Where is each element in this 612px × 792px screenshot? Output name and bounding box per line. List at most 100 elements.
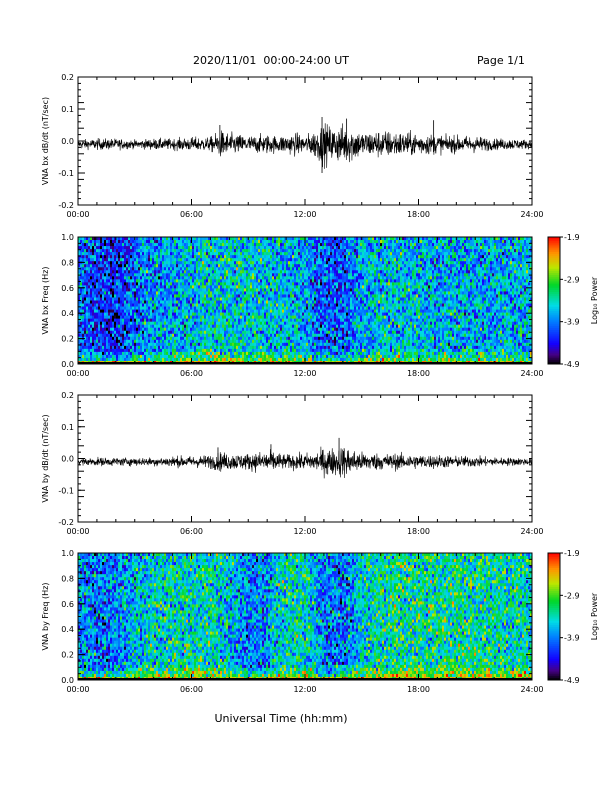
spectrogram-cell <box>272 345 275 350</box>
spectrogram-cell <box>294 324 297 329</box>
spectrogram-cell <box>240 342 243 347</box>
spectrogram-cell <box>200 273 203 277</box>
spectrogram-cell <box>186 288 189 292</box>
spectrogram-cell <box>166 321 169 325</box>
spectrogram-cell <box>108 285 111 289</box>
spectrogram-cell <box>140 264 143 268</box>
spectrogram-cell <box>254 330 257 335</box>
spectrogram-cell <box>164 279 167 283</box>
spectrogram-cell <box>220 303 223 307</box>
spectrogram-cell <box>208 333 211 338</box>
spectrogram-cell <box>78 312 81 316</box>
spectrogram-cell <box>98 255 101 259</box>
spectrogram-cell <box>128 315 131 319</box>
spectrogram-cell <box>278 345 281 350</box>
spectrogram-cell <box>222 246 225 250</box>
spectrogram-cell <box>164 318 167 322</box>
spectrogram-cell <box>164 288 167 292</box>
spectrogram-cell <box>278 324 281 329</box>
spectrogram-cell <box>274 333 277 338</box>
spectrogram-cell <box>158 249 161 253</box>
spectrogram-cell <box>214 315 217 319</box>
spectrogram-cell <box>80 348 83 353</box>
spectrogram-cell <box>242 306 245 310</box>
spectrogram-cell <box>184 240 187 244</box>
spectrogram-cell <box>100 348 103 353</box>
spectrogram-cell <box>208 297 211 301</box>
spectrogram-cell <box>92 303 95 307</box>
spectrogram-cell <box>112 345 115 350</box>
spectrogram-cell <box>164 333 167 338</box>
spectrogram-cell <box>154 318 157 322</box>
spectrogram-cell <box>306 327 309 332</box>
spectrogram-cell <box>252 342 255 347</box>
spectrogram-cell <box>234 273 237 277</box>
spectrogram-cell <box>296 306 299 310</box>
spectrogram-cell <box>194 336 197 341</box>
spectrogram-cell <box>128 333 131 338</box>
spectrogram-cell <box>78 252 81 256</box>
spectrogram-cell <box>130 309 133 313</box>
spectrogram-cell <box>100 282 103 286</box>
spectrogram-cell <box>124 291 127 295</box>
spectrogram-cell <box>188 309 191 313</box>
spectrogram-cell <box>182 246 185 250</box>
spectrogram-cell <box>272 246 275 250</box>
spectrogram-cell <box>116 258 119 262</box>
spectrogram-cell <box>82 321 85 325</box>
spectrogram-cell <box>84 348 87 353</box>
spectrogram-cell <box>204 327 207 332</box>
spectrogram-cell <box>182 297 185 301</box>
spectrogram-cell <box>242 237 245 241</box>
spectrogram-cell <box>238 297 241 301</box>
spectrogram-cell <box>114 318 117 322</box>
spectrogram-cell <box>124 246 127 250</box>
spectrogram-cell <box>236 252 239 256</box>
spectrogram-cell <box>138 288 141 292</box>
spectrogram-cell <box>108 330 111 335</box>
spectrogram-cell <box>260 357 263 362</box>
spectrogram-cell <box>200 270 203 274</box>
spectrogram-cell <box>300 261 303 265</box>
spectrogram-cell <box>224 294 227 298</box>
spectrogram-cell <box>80 333 83 338</box>
spectrogram-cell <box>186 282 189 286</box>
spectrogram-cell <box>116 279 119 283</box>
spectrogram-cell <box>234 249 237 253</box>
spectrogram-cell <box>306 297 309 301</box>
spectrogram-cell <box>118 303 121 307</box>
spectrogram-cell <box>86 267 89 271</box>
spectrogram-cell <box>176 243 179 247</box>
spectrogram-cell <box>194 324 197 329</box>
spectrogram-cell <box>248 261 251 265</box>
spectrogram-cell <box>190 270 193 274</box>
spectrogram-cell <box>136 252 139 256</box>
spectrogram-cell <box>250 294 253 298</box>
spectrogram-cell <box>156 255 159 259</box>
spectrogram-cell <box>162 303 165 307</box>
spectrogram-cell <box>132 249 135 253</box>
spectrogram-cell <box>284 339 287 344</box>
spectrogram-cell <box>308 354 311 359</box>
spectrogram-cell <box>100 312 103 316</box>
spectrogram-cell <box>214 324 217 329</box>
spectrogram-cell <box>278 339 281 344</box>
spectrogram-cell <box>280 273 283 277</box>
spectrogram-cell <box>190 267 193 271</box>
spectrogram-cell <box>282 318 285 322</box>
spectrogram-cell <box>138 273 141 277</box>
spectrogram-cell <box>248 315 251 319</box>
spectrogram-cell <box>220 312 223 316</box>
spectrogram-cell <box>260 309 263 313</box>
spectrogram-cell <box>194 330 197 335</box>
spectrogram-cell <box>168 273 171 277</box>
spectrogram-cell <box>116 267 119 271</box>
spectrogram-cell <box>78 351 81 356</box>
spectrogram-cell <box>282 357 285 362</box>
spectrogram-cell <box>114 246 117 250</box>
spectrogram-cell <box>116 285 119 289</box>
spectrogram-cell <box>186 324 189 329</box>
spectrogram-cell <box>148 330 151 335</box>
spectrogram-cell <box>294 276 297 280</box>
spectrogram-cell <box>128 246 131 250</box>
